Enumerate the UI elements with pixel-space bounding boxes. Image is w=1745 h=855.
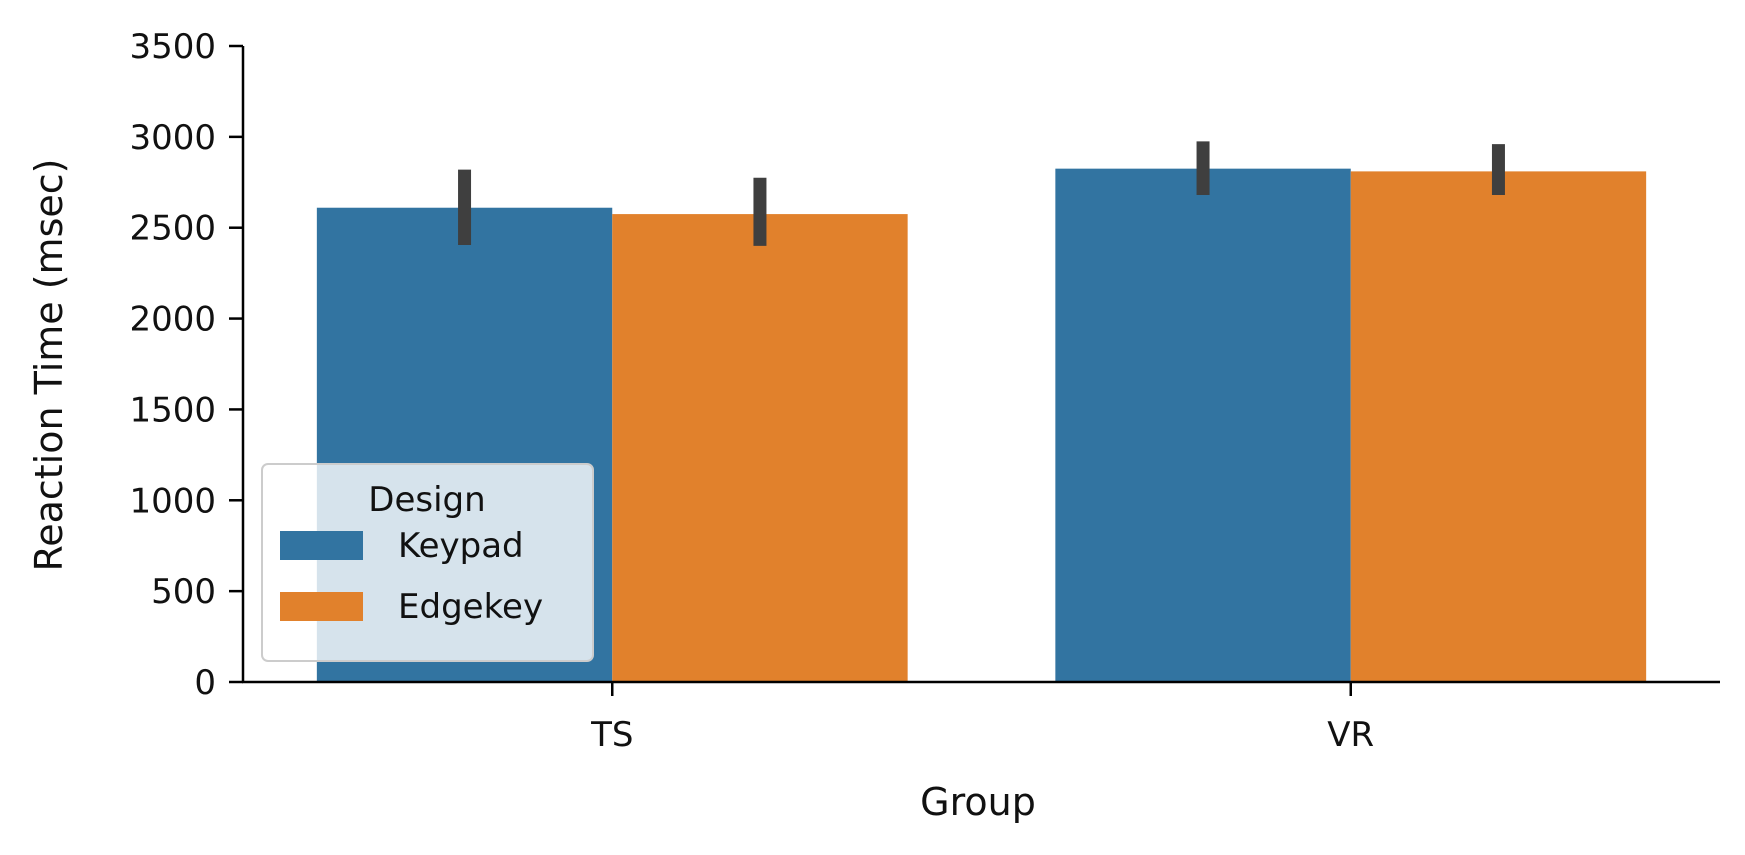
y-ticks-group: 0 500 1000 1500 2000 2500 3000 3500	[129, 27, 243, 703]
legend-swatch-edgekey	[280, 592, 363, 621]
legend-label-edgekey: Edgekey	[398, 587, 543, 627]
axes-group	[241, 46, 1720, 684]
y-tick-label: 2000	[129, 300, 216, 340]
legend-swatch-keypad	[280, 531, 363, 560]
legend-title: Design	[368, 480, 485, 520]
y-tick-label: 3000	[129, 118, 216, 158]
x-axis-label: Group	[920, 780, 1036, 824]
legend: Design Keypad Edgekey	[261, 463, 594, 662]
x-ticks-group: TS VR	[590, 682, 1374, 755]
bar-vr-edgekey	[1350, 171, 1647, 682]
y-tick-label: 1000	[129, 481, 216, 521]
bar-vr-keypad	[1055, 168, 1351, 682]
error-bars-group	[458, 141, 1505, 246]
legend-label-keypad: Keypad	[398, 526, 524, 566]
y-axis-label: Reaction Time (msec)	[27, 159, 71, 572]
x-tick-label: VR	[1327, 715, 1374, 755]
bars-group	[316, 168, 1647, 683]
y-tick-label: 0	[194, 663, 216, 703]
y-tick-label: 500	[151, 572, 216, 612]
y-tick-label: 1500	[129, 390, 216, 430]
bar-ts-edgekey	[612, 214, 908, 683]
legend-items: Keypad Edgekey	[280, 526, 543, 627]
y-tick-label: 3500	[129, 27, 216, 67]
y-tick-label: 2500	[129, 209, 216, 249]
x-tick-label: TS	[590, 715, 633, 755]
